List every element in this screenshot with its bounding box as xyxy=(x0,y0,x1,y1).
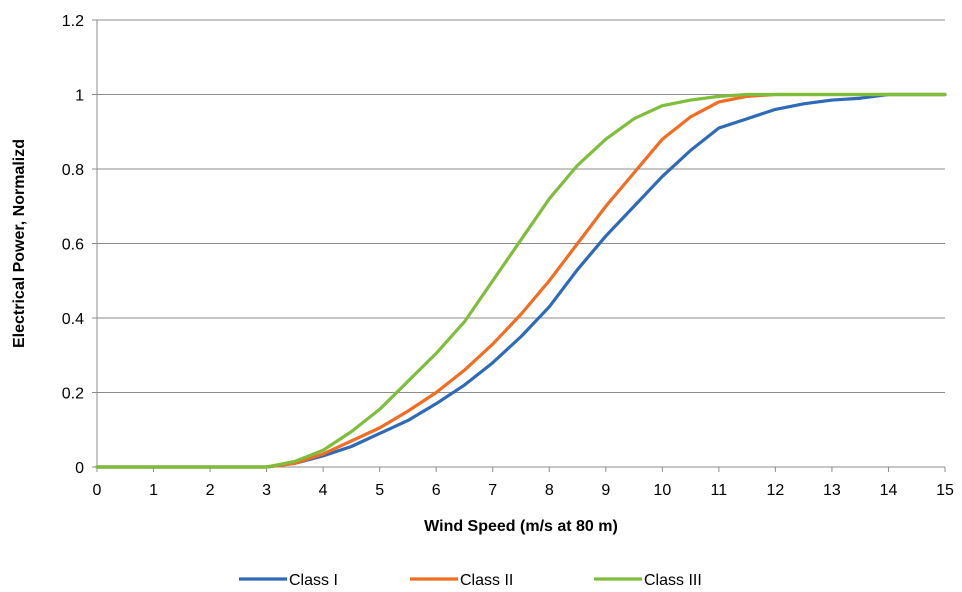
legend-label: Class I xyxy=(289,572,338,589)
y-axis-title: Electrical Power, Normalizd xyxy=(11,139,28,348)
x-tick-label: 3 xyxy=(262,482,271,499)
series-line-class-iii xyxy=(95,92,947,469)
legend: Class I Class II Class III xyxy=(239,572,702,589)
x-tick-label: 10 xyxy=(653,482,671,499)
y-tick-label: 0.8 xyxy=(62,162,84,179)
x-tick-label: 14 xyxy=(880,482,898,499)
gridlines xyxy=(97,19,945,393)
x-tick-label: 4 xyxy=(319,482,328,499)
x-tick-label: 5 xyxy=(375,482,384,499)
tick-labels: 00.20.40.60.811.20 1 2 3 4 5 6 7 8 9 10 11 12 13 14 15 xyxy=(62,13,954,499)
series-line-class-i xyxy=(95,92,947,469)
x-tick-label: 6 xyxy=(432,482,441,499)
y-tick-label: 1.2 xyxy=(62,13,84,30)
x-tick-label: 2 xyxy=(206,482,215,499)
x-tick-label: 15 xyxy=(936,482,954,499)
legend-label: Class II xyxy=(460,572,513,589)
x-tick-label: 0 xyxy=(93,482,102,499)
x-tick-label: 11 xyxy=(711,482,728,499)
y-tick-label: 1 xyxy=(75,88,84,105)
y-tick-label: 0.4 xyxy=(62,311,84,328)
x-tick-label: 7 xyxy=(488,482,497,499)
series-lines xyxy=(95,92,947,469)
legend-label: Class III xyxy=(644,572,702,589)
y-tick-label: 0 xyxy=(75,460,84,477)
y-tick-label: 0.2 xyxy=(62,386,84,403)
x-tick-label: 13 xyxy=(823,482,841,499)
x-tick-label: 1 xyxy=(149,482,158,499)
x-tick-label: 12 xyxy=(767,482,785,499)
series-line-class-ii xyxy=(95,92,947,469)
y-tick-label: 0.6 xyxy=(62,237,84,254)
x-tick-label: 8 xyxy=(545,482,554,499)
x-tick-label: 9 xyxy=(601,482,610,499)
x-axis-title: Wind Speed (m/s at 80 m) xyxy=(424,518,618,535)
